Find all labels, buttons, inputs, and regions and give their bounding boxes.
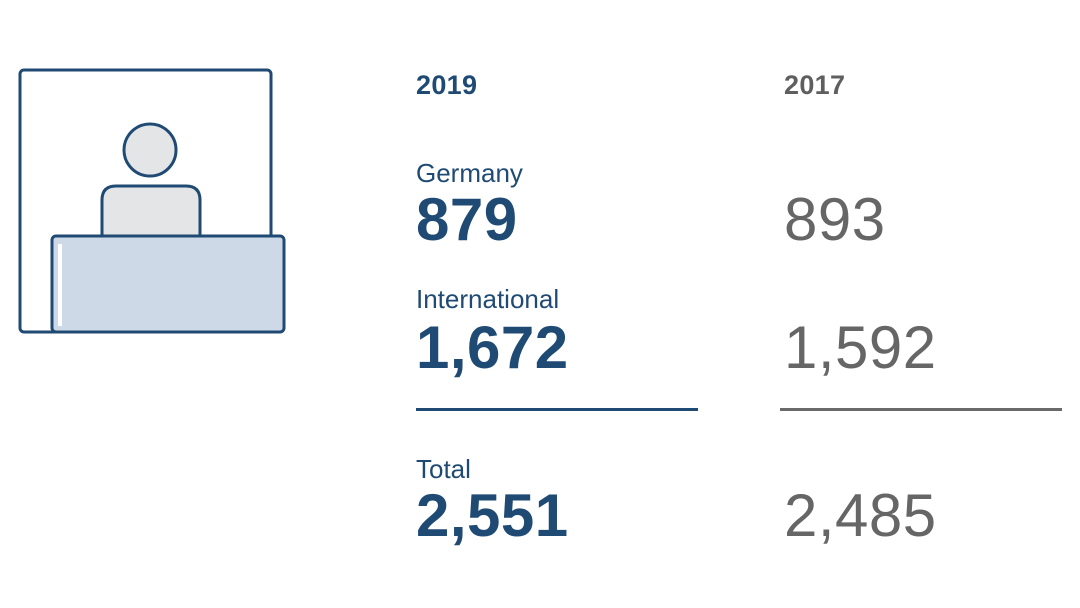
germany-value: 893 [784, 186, 886, 253]
international-label: International [416, 284, 560, 314]
germany-label: Germany [416, 158, 523, 188]
total-label: Total [416, 454, 471, 484]
column-2019: 2019 Germany 879 International 1,672 Tot… [416, 0, 706, 608]
year-heading: 2017 [784, 70, 846, 100]
total-value: 2,485 [784, 482, 937, 549]
germany-value: 879 [416, 186, 518, 253]
divider [780, 408, 1062, 411]
divider [416, 408, 698, 411]
person-at-desk-icon [18, 68, 288, 336]
international-value: 1,672 [416, 314, 569, 381]
total-value: 2,551 [416, 482, 569, 549]
column-2017: 2017 893 1,592 2,485 [780, 0, 1070, 608]
international-value: 1,592 [784, 314, 937, 381]
year-heading: 2019 [416, 70, 478, 100]
